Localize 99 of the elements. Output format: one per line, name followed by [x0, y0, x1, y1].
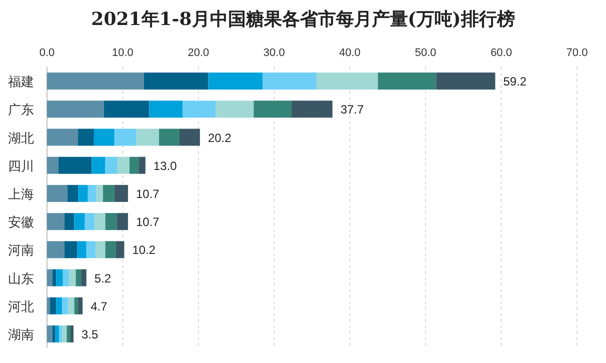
- total-label: 13.0: [153, 158, 178, 173]
- bar: [47, 184, 68, 202]
- bar: [50, 297, 56, 314]
- bar: [254, 100, 292, 118]
- bar: [130, 156, 139, 174]
- x-tick-label: 30.0: [263, 47, 285, 59]
- total-label: 5.2: [94, 271, 112, 286]
- total-label: 3.5: [82, 327, 99, 342]
- bar: [47, 156, 58, 174]
- y-tick-label: 广东: [8, 102, 34, 118]
- bar: [62, 297, 68, 314]
- bar: [316, 72, 378, 90]
- x-tick-label: 0.0: [39, 47, 55, 59]
- bar: [114, 128, 136, 146]
- bar: [74, 297, 78, 314]
- bar: [105, 241, 116, 258]
- bar: [216, 100, 254, 118]
- bar: [68, 269, 76, 286]
- bar: [47, 297, 50, 314]
- bar: [262, 72, 317, 90]
- bar: [76, 269, 82, 286]
- bar: [62, 325, 67, 342]
- bar: [81, 269, 86, 286]
- bar: [436, 72, 496, 90]
- bar: [62, 269, 69, 286]
- bar: [67, 184, 78, 202]
- bar: [77, 241, 86, 258]
- bar: [78, 184, 88, 202]
- bar: [55, 325, 60, 342]
- bar: [86, 241, 96, 258]
- y-tick-label: 河北: [8, 298, 34, 314]
- y-tick-label: 四川: [8, 158, 34, 174]
- bar: [56, 297, 62, 314]
- y-tick-label: 河南: [8, 242, 34, 258]
- y-tick-label: 湖北: [8, 130, 34, 146]
- x-tick-label: 40.0: [339, 47, 361, 59]
- bar: [136, 128, 160, 146]
- bar: [292, 100, 332, 118]
- y-tick-label: 安徽: [8, 214, 34, 230]
- x-tick-label: 50.0: [414, 47, 436, 59]
- bar: [208, 72, 263, 90]
- total-label: 59.2: [503, 74, 527, 89]
- bar: [84, 213, 95, 230]
- x-tick-label: 10.0: [112, 47, 134, 59]
- bar: [92, 156, 106, 174]
- y-tick-label: 湖南: [8, 326, 34, 342]
- bar: [105, 156, 118, 174]
- bar: [103, 184, 114, 202]
- bar: [47, 269, 52, 286]
- bar: [58, 156, 92, 174]
- total-label: 10.7: [136, 186, 160, 201]
- bar: [104, 100, 150, 118]
- bar: [116, 213, 128, 230]
- x-tick-label: 70.0: [566, 47, 588, 59]
- y-tick-label: 福建: [8, 74, 34, 90]
- bar: [94, 128, 114, 146]
- bar: [52, 325, 56, 342]
- bar: [144, 72, 208, 90]
- bar: [105, 213, 117, 230]
- bar: [96, 184, 104, 202]
- total-label: 4.7: [90, 299, 108, 314]
- bar: [78, 128, 94, 146]
- bar: [70, 325, 74, 342]
- bar: [47, 72, 144, 90]
- bar: [378, 72, 436, 90]
- bar: [66, 325, 70, 342]
- bar: [74, 213, 85, 230]
- bar: [88, 184, 96, 202]
- bar: [149, 100, 183, 118]
- bar: [94, 213, 106, 230]
- bar: [47, 325, 52, 342]
- bar: [117, 156, 130, 174]
- bar: [68, 297, 74, 314]
- bar: [56, 269, 63, 286]
- bar: [138, 156, 146, 174]
- bar: [47, 100, 104, 118]
- y-tick-label: 上海: [8, 186, 34, 202]
- bar: [78, 297, 83, 314]
- bar: [47, 128, 78, 146]
- total-label: 37.7: [340, 102, 364, 117]
- bar: [47, 241, 64, 258]
- total-label: 10.7: [136, 215, 160, 230]
- bar: [52, 269, 56, 286]
- bar: [182, 100, 216, 118]
- total-label: 10.2: [132, 243, 156, 258]
- bar: [116, 241, 124, 258]
- bar: [47, 213, 64, 230]
- total-label: 20.2: [208, 130, 232, 145]
- bar: [64, 241, 78, 258]
- x-tick-label: 20.0: [188, 47, 210, 59]
- x-tick-label: 60.0: [490, 47, 512, 59]
- bar: [114, 184, 128, 202]
- bar: [64, 213, 74, 230]
- bar: [59, 325, 62, 342]
- bar: [95, 241, 106, 258]
- y-tick-label: 山东: [8, 270, 34, 286]
- bar: [180, 128, 200, 146]
- chart-title: 2021年1-8月中国糖果各省市每月产量(万吨)排行榜: [91, 9, 515, 30]
- bar: [159, 128, 180, 146]
